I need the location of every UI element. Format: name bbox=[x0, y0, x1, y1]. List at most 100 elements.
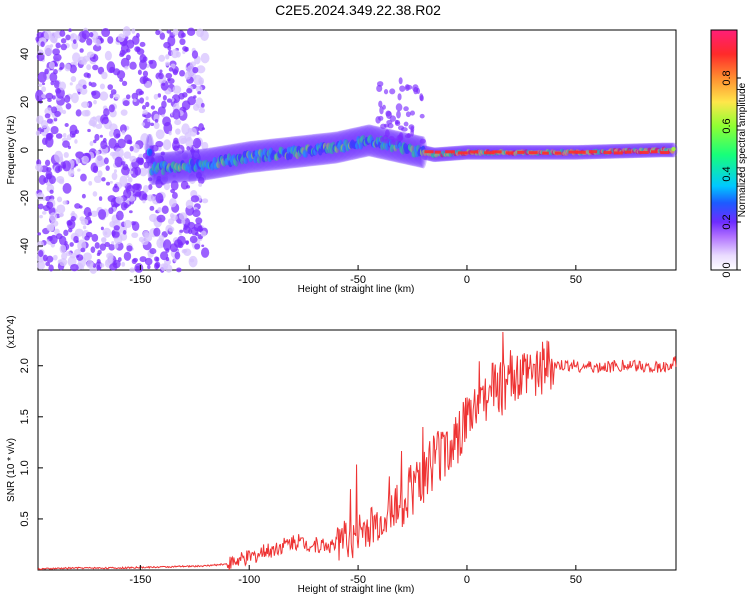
heatmap-noise-cell bbox=[59, 213, 63, 218]
heatmap-noise-cell bbox=[160, 151, 165, 156]
heatmap-plume-cell bbox=[397, 93, 402, 101]
heatmap-noise-cell bbox=[126, 139, 132, 145]
heatmap-noise-cell bbox=[181, 219, 186, 225]
heatmap-noise-cell bbox=[87, 211, 92, 217]
heatmap-noise-cell bbox=[93, 99, 97, 105]
heatmap-plume-cell bbox=[382, 134, 389, 142]
heatmap-noise-cell bbox=[48, 264, 54, 272]
heatmap-noise-cell bbox=[115, 147, 124, 159]
heatmap-noise-cell bbox=[141, 122, 146, 127]
heatmap-noise-cell bbox=[149, 205, 155, 211]
heatmap-noise-cell bbox=[55, 233, 63, 240]
heatmap-noise-cell bbox=[198, 107, 206, 114]
heatmap-noise-cell bbox=[67, 168, 75, 177]
heatmap-hot-segment bbox=[492, 150, 502, 154]
heatmap-noise-cell bbox=[101, 237, 107, 244]
heatmap-noise-cell bbox=[123, 251, 132, 261]
heatmap-noise-cell bbox=[70, 212, 74, 217]
heatmap-noise-cell bbox=[68, 220, 73, 226]
heatmap-noise-cell bbox=[189, 235, 198, 244]
heatmap-noise-cell bbox=[200, 102, 205, 108]
heatmap-noise-cell bbox=[92, 64, 99, 71]
heatmap-noise-cell bbox=[158, 54, 166, 62]
heatmap-noise-cell bbox=[37, 203, 44, 210]
heatmap-band-core bbox=[161, 167, 166, 176]
heatmap-noise-cell bbox=[185, 199, 194, 209]
heatmap-plume-cell bbox=[403, 106, 409, 112]
heatmap-noise-cell bbox=[169, 212, 175, 219]
heatmap-noise-cell bbox=[129, 155, 137, 163]
colorbar-tick-label: 0.8 bbox=[721, 70, 733, 85]
heatmap-noise-cell bbox=[147, 264, 151, 270]
heatmap-noise-cell bbox=[69, 82, 73, 86]
heatmap-noise-cell bbox=[56, 196, 63, 203]
heatmap-noise-cell bbox=[50, 35, 55, 40]
heatmap-noise-cell bbox=[80, 173, 87, 182]
heatmap-noise-cell bbox=[191, 50, 199, 59]
heatmap-noise-cell bbox=[120, 109, 128, 116]
heatmap-noise-cell bbox=[60, 43, 68, 51]
heatmap-noise-cell bbox=[123, 203, 129, 209]
heatmap-noise-cell bbox=[99, 83, 105, 90]
heatmap-noise-cell bbox=[162, 262, 169, 270]
heatmap-hot-segment bbox=[588, 150, 598, 154]
heatmap-noise-cell bbox=[62, 183, 72, 194]
heatmap-noise-cell bbox=[159, 69, 163, 73]
heatmap-noise-cell bbox=[53, 80, 60, 89]
heatmap-noise-cell bbox=[50, 125, 59, 135]
heatmap-noise-cell bbox=[178, 212, 188, 221]
heatmap-noise-cell bbox=[138, 236, 145, 243]
heatmap-noise-cell bbox=[70, 76, 77, 83]
heatmap-noise-cell bbox=[154, 261, 161, 268]
heatmap-noise-cell bbox=[180, 137, 187, 144]
heatmap-band-core bbox=[303, 150, 309, 158]
heatmap-noise-cell bbox=[53, 53, 62, 62]
heatmap-hot-segment bbox=[457, 151, 468, 155]
heatmap-noise-cell bbox=[100, 140, 108, 150]
heatmap-noise-cell bbox=[170, 188, 176, 194]
heatmap-noise-cell bbox=[69, 242, 74, 247]
bottom-y-tick-label: 1.5 bbox=[19, 409, 31, 424]
top-y-tick-label: 20 bbox=[19, 96, 31, 108]
heatmap-noise-cell bbox=[119, 78, 124, 82]
heatmap-noise-cell bbox=[149, 59, 157, 69]
heatmap-noise-cell bbox=[145, 154, 154, 164]
heatmap-noise-cell bbox=[147, 118, 151, 123]
heatmap-noise-cell bbox=[40, 41, 45, 48]
heatmap-noise-cell bbox=[174, 251, 181, 260]
heatmap-noise-cell bbox=[108, 207, 114, 215]
heatmap-noise-cell bbox=[37, 232, 42, 236]
heatmap-noise-cell bbox=[139, 76, 148, 85]
heatmap-noise-cell bbox=[46, 201, 54, 209]
heatmap-noise-cell bbox=[62, 200, 68, 205]
heatmap-noise-cell bbox=[168, 226, 175, 232]
bottom-y-multiplier: (x10^4) bbox=[6, 315, 17, 348]
heatmap-hot-segment bbox=[424, 150, 434, 154]
heatmap-noise-cell bbox=[86, 51, 95, 58]
heatmap-noise-cell bbox=[68, 227, 73, 233]
heatmap-noise-cell bbox=[186, 88, 193, 94]
heatmap-noise-cell bbox=[46, 118, 53, 124]
heatmap-noise-cell bbox=[134, 46, 140, 52]
heatmap-noise-cell bbox=[51, 106, 58, 114]
heatmap-noise-cell bbox=[104, 50, 112, 61]
heatmap-band-core bbox=[342, 145, 347, 153]
heatmap-noise-cell bbox=[186, 27, 196, 37]
top-x-tick-label: -150 bbox=[129, 274, 151, 286]
heatmap-noise-cell bbox=[94, 150, 100, 156]
heatmap-noise-cell bbox=[201, 198, 209, 204]
heatmap-noise-cell bbox=[129, 170, 134, 175]
heatmap-noise-cell bbox=[124, 65, 129, 70]
heatmap-noise-cell bbox=[161, 114, 165, 118]
heatmap-noise-cell bbox=[92, 122, 97, 128]
heatmap-noise-cell bbox=[109, 93, 114, 99]
heatmap-noise-cell bbox=[74, 139, 78, 144]
heatmap-noise-cell bbox=[53, 117, 58, 122]
heatmap-noise-cell bbox=[86, 64, 92, 71]
heatmap-noise-cell bbox=[121, 166, 130, 176]
heatmap-noise-cell bbox=[73, 235, 79, 244]
heatmap-noise-cell bbox=[188, 173, 197, 185]
heatmap-noise-cell bbox=[121, 80, 128, 87]
heatmap-noise-cell bbox=[162, 239, 172, 251]
heatmap-noise-cell bbox=[167, 77, 175, 85]
